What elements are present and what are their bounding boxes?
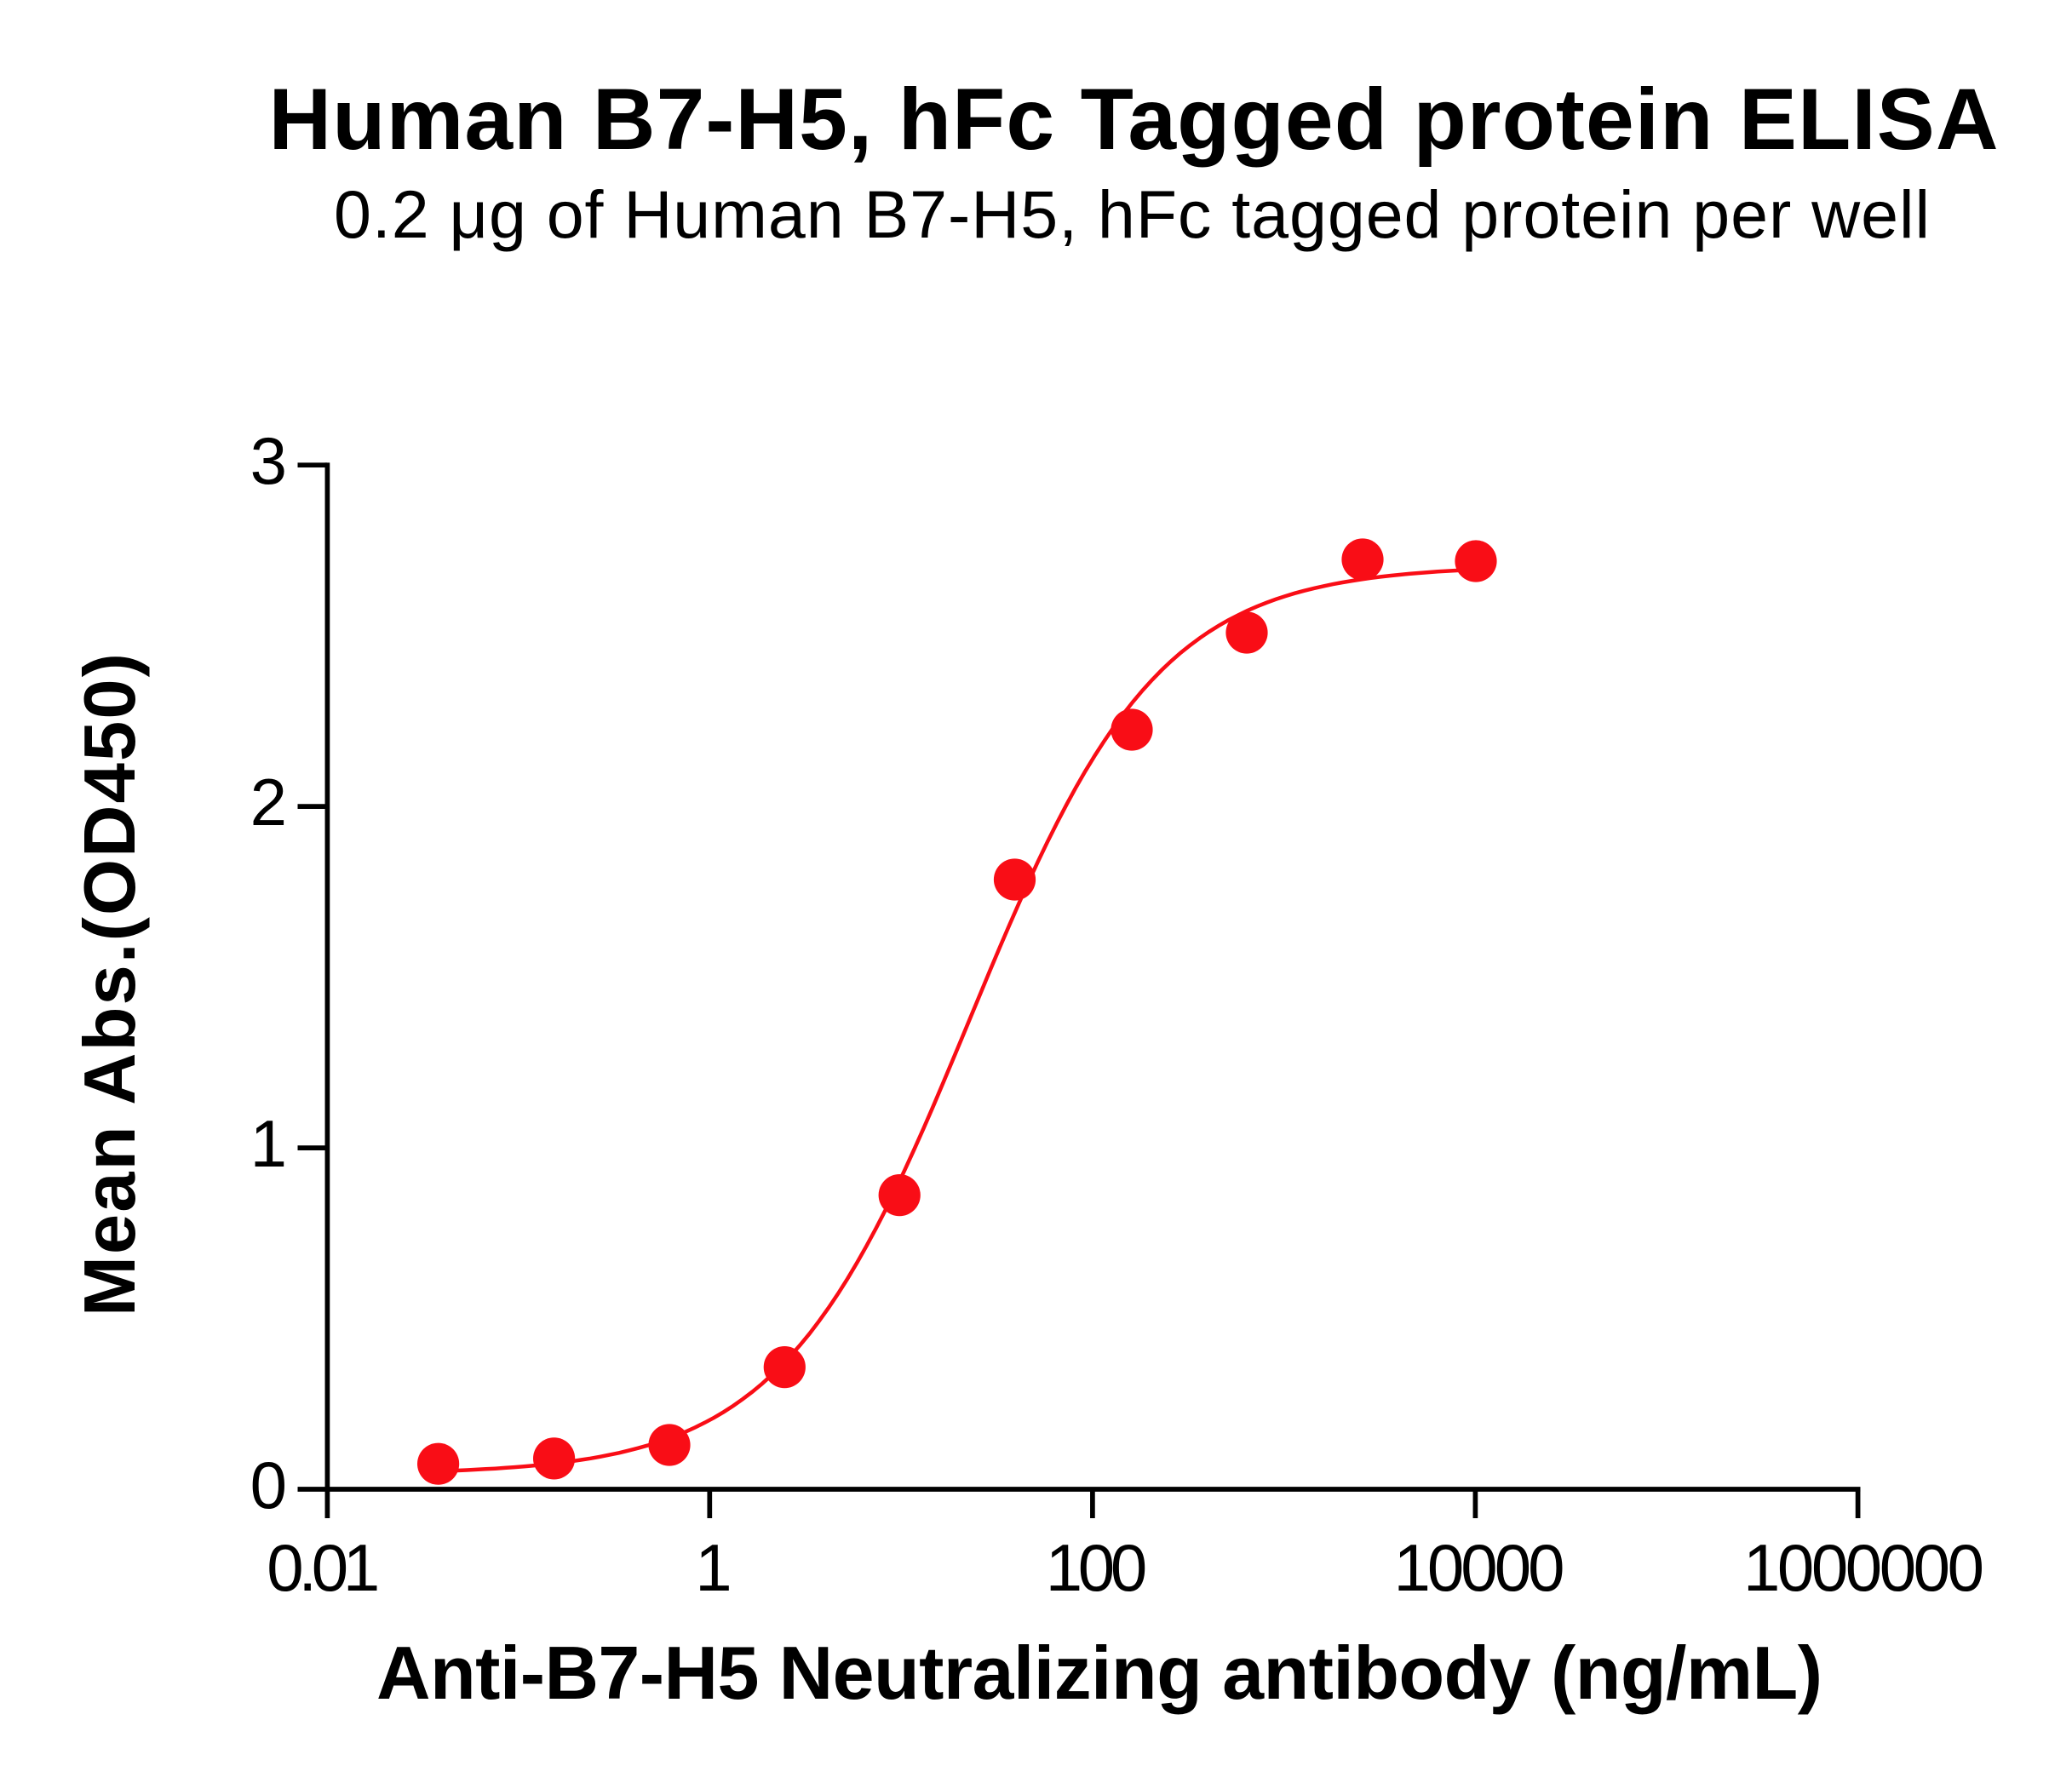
svg-text:0.01: 0.01 — [267, 1530, 380, 1605]
svg-text:Mean Abs.(OD450): Mean Abs.(OD450) — [70, 653, 151, 1316]
svg-text:100: 100 — [1046, 1530, 1148, 1605]
svg-text:0: 0 — [250, 1448, 287, 1522]
svg-text:1: 1 — [250, 1106, 287, 1181]
svg-text:1: 1 — [695, 1530, 732, 1605]
svg-text:Human B7-H5, hFc Tagged protei: Human B7-H5, hFc Tagged protein ELISA — [269, 71, 1999, 168]
svg-text:10000: 10000 — [1394, 1530, 1565, 1605]
svg-text:0.2 μg of Human B7-H5, hFc tag: 0.2 μg of Human B7-H5, hFc tagged protei… — [334, 176, 1930, 252]
svg-text:Anti-B7-H5 Neutralizing antibo: Anti-B7-H5 Neutralizing antibody (ng/mL) — [376, 1631, 1822, 1715]
svg-text:3: 3 — [250, 423, 287, 498]
svg-text:2: 2 — [250, 765, 287, 840]
svg-text:1000000: 1000000 — [1743, 1530, 1984, 1605]
